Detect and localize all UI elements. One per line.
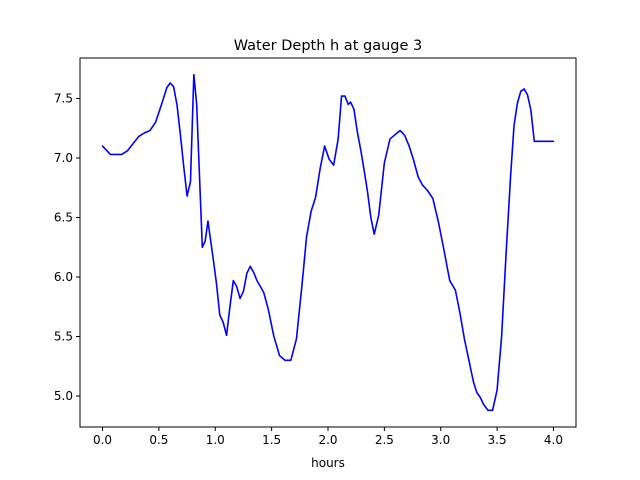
y-tick-label: 7.5: [54, 91, 73, 105]
y-tick-label: 6.5: [54, 211, 73, 225]
y-tick-label: 7.0: [54, 151, 73, 165]
x-axis-label: hours: [311, 456, 345, 470]
x-tick-label: 2.0: [318, 433, 337, 447]
chart-title: Water Depth h at gauge 3: [234, 38, 422, 54]
x-tick-label: 0.5: [149, 433, 168, 447]
x-tick-label: 3.5: [488, 433, 507, 447]
y-tick-label: 5.5: [54, 330, 73, 344]
y-tick-label: 6.0: [54, 270, 73, 284]
y-tick-label: 5.0: [54, 389, 73, 403]
x-tick-label: 1.0: [206, 433, 225, 447]
x-tick-label: 2.5: [375, 433, 394, 447]
x-tick-label: 0.0: [93, 433, 112, 447]
plot-frame: [79, 57, 577, 428]
x-tick-label: 1.5: [262, 433, 281, 447]
series-line-0: [101, 73, 555, 412]
x-tick-label: 4.0: [544, 433, 563, 447]
x-tick-label: 3.0: [431, 433, 450, 447]
